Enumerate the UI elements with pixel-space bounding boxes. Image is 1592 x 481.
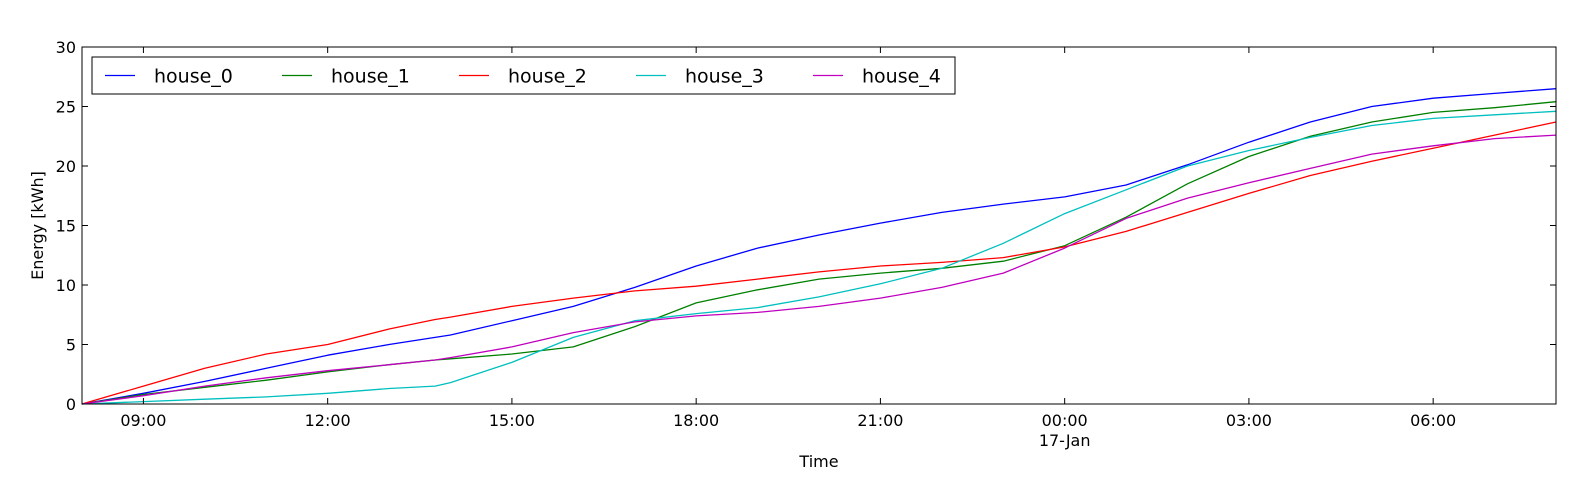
series-line-house_3 [81, 110, 1557, 405]
legend-label-house_4: house_4 [862, 66, 941, 88]
y-tick-label: 5 [66, 336, 76, 355]
y-tick-label: 20 [56, 157, 76, 176]
x-axis-label: Time [798, 452, 838, 471]
x-tick-label: 09:00 [120, 411, 166, 430]
legend-label-house_1: house_1 [331, 66, 410, 88]
legend-label-house_0: house_0 [154, 66, 233, 88]
legend-label-house_3: house_3 [685, 66, 764, 88]
x-tick-label: 06:00 [1410, 411, 1456, 430]
x-tick-label: 15:00 [489, 411, 535, 430]
legend-box [91, 56, 956, 95]
legend-label-house_2: house_2 [508, 66, 587, 88]
y-tick-label: 0 [66, 395, 76, 414]
y-axis-label: Energy [kWh] [28, 171, 47, 280]
y-tick-label: 15 [56, 217, 76, 236]
x-tick-label: 00:00 [1042, 411, 1088, 430]
x-tick-sublabel: 17-Jan [1039, 431, 1091, 450]
series-layer [81, 88, 1557, 405]
y-tick-label: 30 [56, 38, 76, 57]
x-tick-label: 21:00 [857, 411, 903, 430]
y-tick-label: 10 [56, 276, 76, 295]
x-tick-label: 03:00 [1226, 411, 1272, 430]
y-tick-label: 25 [56, 98, 76, 117]
x-tick-label: 12:00 [305, 411, 351, 430]
x-tick-label: 18:00 [673, 411, 719, 430]
tick-layer: 0 5 10 15 20 25 30 09:00 12:00 15:00 18:00 21:00 00:… [56, 38, 1556, 450]
series-line-house_2 [81, 121, 1557, 405]
series-line-house_4 [81, 134, 1557, 405]
series-line-house_0 [81, 88, 1557, 405]
legend: house_0 house_1 house_2 house_3 house_4 [91, 56, 956, 95]
